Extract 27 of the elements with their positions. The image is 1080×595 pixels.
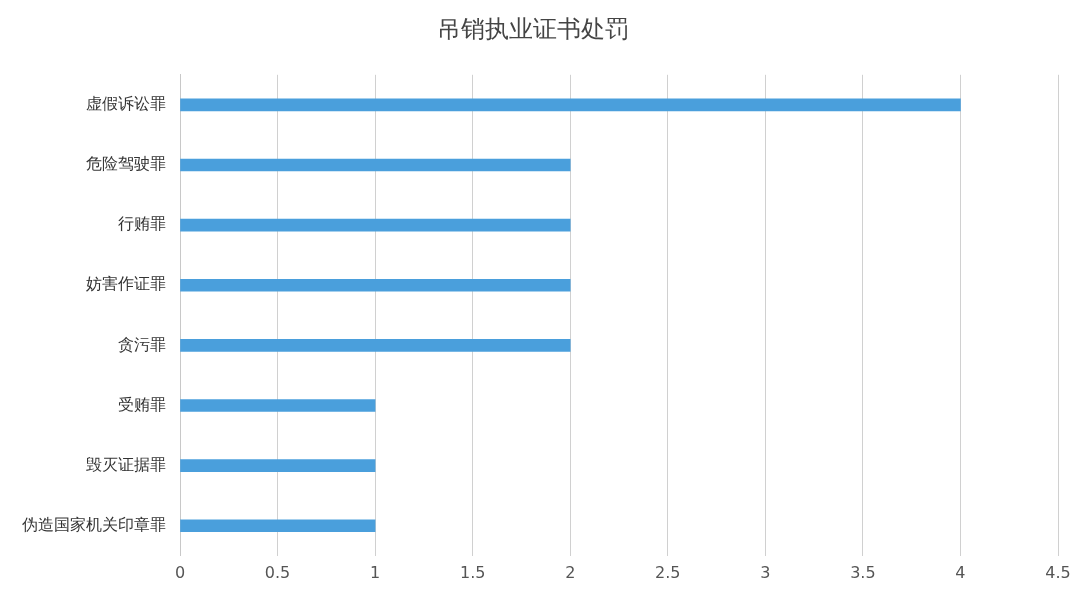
x-tick-label: 2.5: [655, 562, 681, 582]
y-tick-label: 受贿罪: [118, 394, 166, 414]
bar: [180, 339, 571, 352]
x-tick-label: 4: [955, 562, 966, 582]
bar: [180, 218, 571, 232]
x-tick-label: 1.5: [459, 562, 486, 582]
x-tick-label: 3: [760, 562, 771, 582]
y-tick-label: 毁灭证据罪: [86, 454, 166, 474]
x-tick-label: 0: [174, 562, 186, 582]
y-tick-label: 危险驾驶罪: [86, 154, 166, 174]
y-tick-label: 妨害作证罪: [86, 274, 166, 294]
bar: [180, 519, 376, 533]
bar: [180, 98, 961, 112]
y-tick-label: 伪造国家机关印章罪: [22, 514, 166, 534]
y-tick-label: 虚假诉讼罪: [86, 94, 166, 114]
bar: [180, 278, 571, 292]
x-tick-label: 4.5: [1045, 562, 1071, 582]
bar: [180, 158, 571, 172]
y-tick-label: 贪污罪: [118, 334, 166, 354]
bar: [180, 459, 376, 472]
x-tick-label: 1: [370, 562, 381, 582]
x-tick-label: 3.5: [850, 562, 876, 582]
x-tick-label: 0.5: [264, 562, 291, 582]
x-tick-label: 2: [565, 562, 576, 582]
y-tick-label: 行贿罪: [118, 214, 166, 234]
bar: [180, 399, 376, 412]
chart-title: 吊销执业证书处罚: [437, 14, 629, 43]
